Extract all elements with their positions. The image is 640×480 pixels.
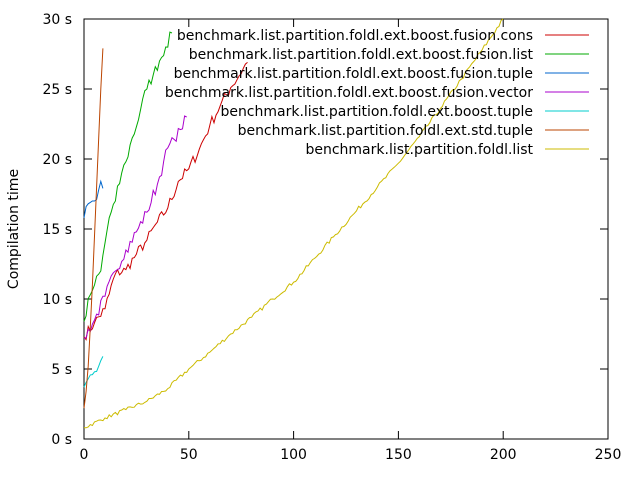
- series-lines: [83, 18, 504, 429]
- plot-area-frame: [83, 18, 609, 440]
- x-tick-label: 200: [490, 447, 517, 463]
- x-tick-label: 50: [180, 447, 198, 463]
- series-line-4: [83, 115, 187, 339]
- x-tick-label: 0: [80, 447, 89, 463]
- y-tick-label: 30 s: [42, 12, 72, 28]
- legend-label-6: benchmark.list.partition.foldl.ext.std.t…: [238, 123, 533, 139]
- y-tick-label: 20 s: [42, 152, 72, 168]
- legend-label-2: benchmark.list.partition.foldl.ext.boost…: [189, 47, 534, 63]
- x-tick-label: 100: [280, 447, 307, 463]
- series-line-6: [83, 48, 104, 409]
- series-line-7: [84, 18, 504, 429]
- legend-label-5: benchmark.list.partition.foldl.ext.boost…: [220, 104, 533, 120]
- axis-tick-labels: 0 50 100 150 200 250 0 s 5 s 10 s 15 s 20 s 25 s 30 …: [42, 12, 621, 463]
- legend-label-4: benchmark.list.partition.foldl.ext.boost…: [165, 85, 533, 101]
- x-tick-label: 150: [385, 447, 412, 463]
- y-tick-label: 5 s: [51, 362, 72, 378]
- legend: benchmark.list.partition.foldl.ext.boost…: [165, 28, 589, 158]
- series-line-1: [83, 62, 248, 341]
- axis-ticks: [83, 18, 609, 440]
- y-tick-label: 25 s: [42, 82, 72, 98]
- x-tick-label: 250: [595, 447, 622, 463]
- y-tick-label: 15 s: [42, 222, 72, 238]
- legend-label-7: benchmark.list.partition.foldl.list: [305, 142, 533, 158]
- legend-label-1: benchmark.list.partition.foldl.ext.boost…: [177, 28, 533, 44]
- y-tick-label: 10 s: [42, 292, 72, 308]
- y-tick-label: 0 s: [51, 432, 72, 448]
- series-line-3: [83, 179, 104, 218]
- y-axis-title: Compilation time: [6, 169, 22, 289]
- legend-label-3: benchmark.list.partition.foldl.ext.boost…: [174, 66, 533, 82]
- series-line-2: [83, 31, 173, 322]
